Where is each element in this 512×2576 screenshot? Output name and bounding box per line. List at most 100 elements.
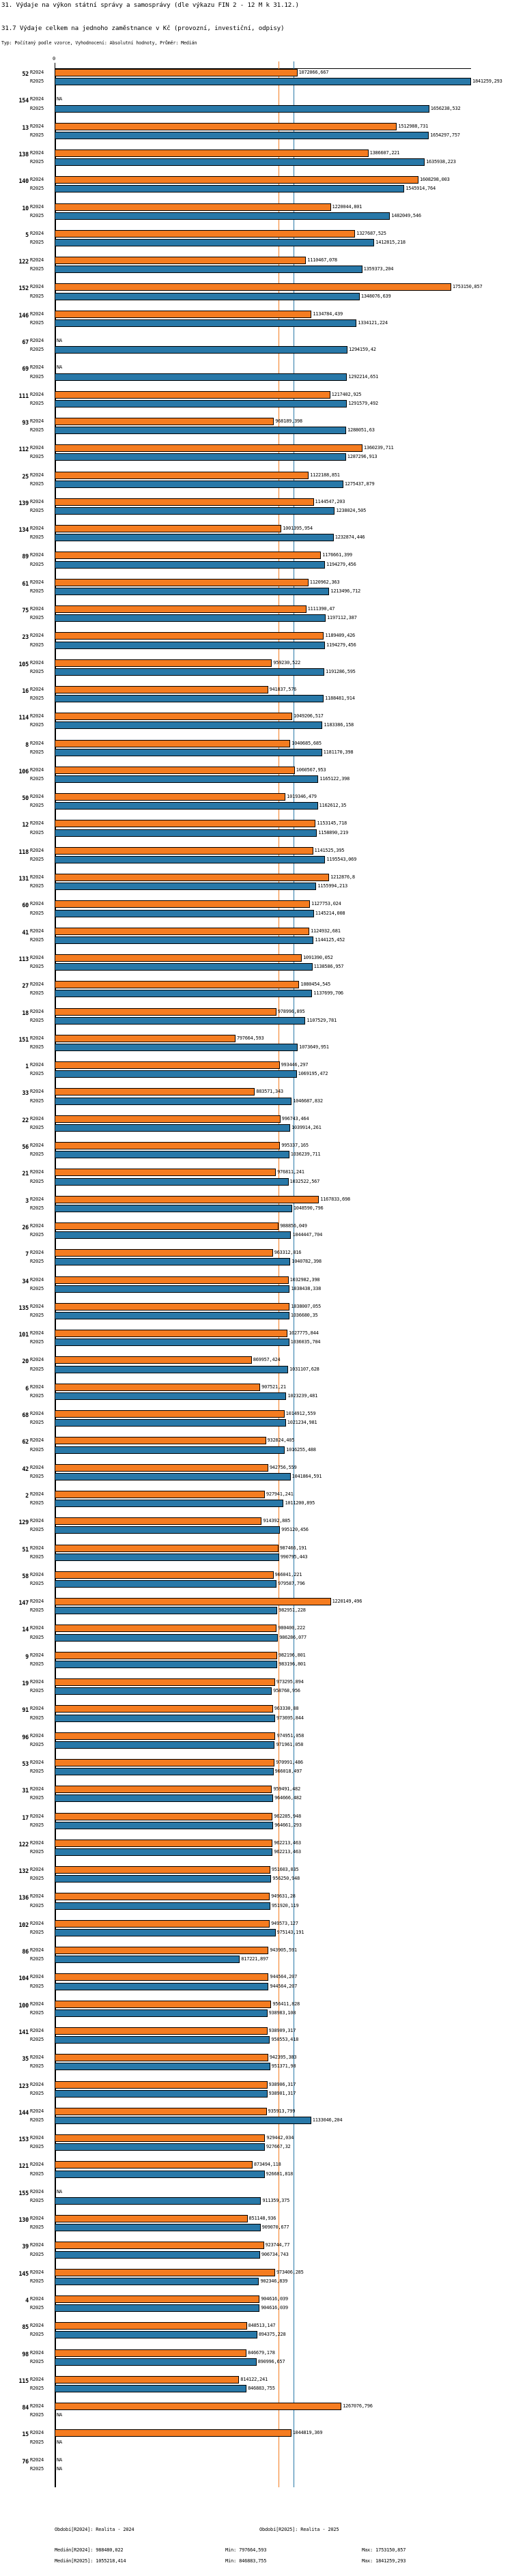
bar-row[interactable]: R2025 1292214,651 bbox=[0, 373, 512, 381]
bar-row[interactable]: R2024 1032982,398 bbox=[0, 1276, 512, 1284]
bar-r2025[interactable] bbox=[55, 641, 325, 649]
bar-r2025[interactable] bbox=[55, 963, 313, 971]
bar-row[interactable]: R2024 904616,039 bbox=[0, 2295, 512, 2303]
bar-row[interactable]: R2024 942756,559 bbox=[0, 1463, 512, 1472]
bar-r2024[interactable] bbox=[55, 2027, 268, 2035]
bar-r2024[interactable] bbox=[55, 2295, 260, 2303]
bar-r2025[interactable] bbox=[55, 829, 317, 837]
bar-r2025[interactable] bbox=[55, 560, 325, 569]
bar-row[interactable]: R2025 1654297,757 bbox=[0, 131, 512, 139]
bar-row[interactable]: R2024 1110467,078 bbox=[0, 257, 512, 265]
bar-r2024[interactable] bbox=[55, 1758, 275, 1766]
bar-row[interactable]: R2024 982196,801 bbox=[0, 1651, 512, 1659]
bar-r2025[interactable] bbox=[55, 480, 343, 488]
bar-row[interactable]: R2025 911359,375 bbox=[0, 2196, 512, 2205]
bar-row[interactable]: R2024 851148,936 bbox=[0, 2215, 512, 2222]
bar-r2025[interactable] bbox=[55, 2089, 268, 2098]
bar-r2024[interactable] bbox=[55, 659, 272, 667]
bar-row[interactable]: R2024 1327687,525 bbox=[0, 229, 512, 238]
bar-r2025[interactable] bbox=[55, 507, 335, 515]
bar-row[interactable]: R2025 927667,32 bbox=[0, 2143, 512, 2151]
bar-row[interactable]: R2024 907521,21 bbox=[0, 1383, 512, 1391]
bar-row[interactable]: R2025 1021234,981 bbox=[0, 1419, 512, 1427]
bar-r2024[interactable] bbox=[55, 1544, 279, 1552]
bar-row[interactable]: R2024 1111390,47 bbox=[0, 605, 512, 613]
bar-r2024[interactable] bbox=[55, 1571, 274, 1579]
bar-row[interactable]: R2024 970991,486 bbox=[0, 1758, 512, 1766]
bar-row[interactable]: R2025 938901,317 bbox=[0, 2089, 512, 2098]
bar-r2025[interactable] bbox=[55, 721, 323, 730]
bar-r2025[interactable] bbox=[55, 1312, 289, 1320]
bar-row[interactable]: R2025 1044447,704 bbox=[0, 1231, 512, 1240]
bar-r2024[interactable] bbox=[55, 1088, 255, 1096]
bar-row[interactable]: R2024 NA bbox=[0, 96, 512, 103]
bar-row[interactable]: R2024 1127753,024 bbox=[0, 900, 512, 908]
bar-row[interactable]: R2025 1656238,532 bbox=[0, 104, 512, 113]
bar-row[interactable]: R2024 968189,398 bbox=[0, 417, 512, 425]
bar-row[interactable]: R2024 914392,885 bbox=[0, 1517, 512, 1526]
bar-row[interactable]: R2025 1107529,781 bbox=[0, 1016, 512, 1025]
bar-row[interactable]: R2025 926681,818 bbox=[0, 2170, 512, 2178]
bar-row[interactable]: R2024 944564,207 bbox=[0, 1973, 512, 1981]
bar-r2025[interactable] bbox=[55, 2143, 265, 2151]
bar-row[interactable]: R2024 1144547,203 bbox=[0, 498, 512, 506]
bar-r2024[interactable] bbox=[55, 444, 362, 453]
bar-row[interactable]: R2024 1122188,851 bbox=[0, 471, 512, 479]
bar-row[interactable]: R2024 1072066,667 bbox=[0, 69, 512, 76]
bar-r2025[interactable] bbox=[55, 748, 322, 756]
bar-row[interactable]: R2025 995120,456 bbox=[0, 1526, 512, 1534]
bar-row[interactable]: R2024 1512988,731 bbox=[0, 122, 512, 130]
bar-r2025[interactable] bbox=[55, 1044, 298, 1052]
bar-row[interactable]: R2024 935913,799 bbox=[0, 2107, 512, 2115]
bar-r2024[interactable] bbox=[55, 1169, 276, 1177]
bar-r2024[interactable] bbox=[55, 1919, 270, 1928]
bar-row[interactable]: R2025 1194279,456 bbox=[0, 641, 512, 649]
bar-row[interactable]: R2025 979587,796 bbox=[0, 1580, 512, 1588]
bar-r2024[interactable] bbox=[55, 1410, 285, 1418]
bar-r2024[interactable] bbox=[55, 793, 286, 801]
bar-row[interactable]: R2025 1041864,591 bbox=[0, 1472, 512, 1480]
bar-row[interactable]: R2025 1011200,895 bbox=[0, 1500, 512, 1508]
bar-r2025[interactable] bbox=[55, 2170, 265, 2178]
bar-r2025[interactable] bbox=[55, 2331, 257, 2339]
bar-row[interactable]: R2024 929442,034 bbox=[0, 2134, 512, 2143]
bar-r2024[interactable] bbox=[55, 310, 312, 318]
bar-r2025[interactable] bbox=[55, 453, 346, 461]
bar-r2024[interactable] bbox=[55, 2000, 272, 2008]
bar-r2024[interactable] bbox=[55, 685, 268, 693]
bar-r2025[interactable] bbox=[55, 1956, 240, 1964]
bar-r2024[interactable] bbox=[55, 2322, 247, 2330]
bar-r2025[interactable] bbox=[55, 1741, 275, 1749]
bar-r2025[interactable] bbox=[55, 1231, 291, 1240]
bar-row[interactable]: R2024 1189409,426 bbox=[0, 632, 512, 640]
bar-row[interactable]: R2024 962285,948 bbox=[0, 1812, 512, 1820]
bar-row[interactable]: R2025 1016255,488 bbox=[0, 1446, 512, 1454]
bar-r2025[interactable] bbox=[55, 78, 471, 86]
bar-r2024[interactable] bbox=[55, 1249, 273, 1257]
bar-row[interactable]: R2025 1155994,213 bbox=[0, 883, 512, 891]
bar-r2024[interactable] bbox=[55, 1651, 277, 1659]
bar-r2024[interactable] bbox=[55, 846, 313, 855]
bar-r2024[interactable] bbox=[55, 1115, 281, 1123]
bar-r2025[interactable] bbox=[55, 1258, 291, 1266]
bar-r2024[interactable] bbox=[55, 1705, 273, 1713]
bar-row[interactable]: R2024 NA bbox=[0, 364, 512, 371]
bar-r2025[interactable] bbox=[55, 1982, 269, 1990]
bar-row[interactable]: R2024 1060567,953 bbox=[0, 766, 512, 774]
bar-row[interactable]: R2025 1138586,957 bbox=[0, 963, 512, 971]
bar-r2024[interactable] bbox=[55, 1598, 331, 1606]
bar-r2024[interactable] bbox=[55, 820, 316, 828]
bar-r2025[interactable] bbox=[55, 1580, 276, 1588]
bar-r2025[interactable] bbox=[55, 373, 347, 381]
bar-row[interactable]: R2024 1019346,479 bbox=[0, 793, 512, 801]
bar-row[interactable]: R2024 1360239,711 bbox=[0, 444, 512, 453]
bar-row[interactable]: R2024 949573,127 bbox=[0, 1919, 512, 1928]
bar-r2024[interactable] bbox=[55, 1490, 265, 1498]
bar-r2025[interactable] bbox=[55, 346, 348, 354]
bar-row[interactable]: R2025 1841259,293 bbox=[0, 78, 512, 86]
bar-r2025[interactable] bbox=[55, 2385, 247, 2393]
bar-r2025[interactable] bbox=[55, 1070, 297, 1078]
bar-row[interactable]: R2024 1134784,439 bbox=[0, 310, 512, 318]
bar-r2025[interactable] bbox=[55, 587, 330, 595]
bar-row[interactable]: R2025 938983,108 bbox=[0, 2009, 512, 2017]
